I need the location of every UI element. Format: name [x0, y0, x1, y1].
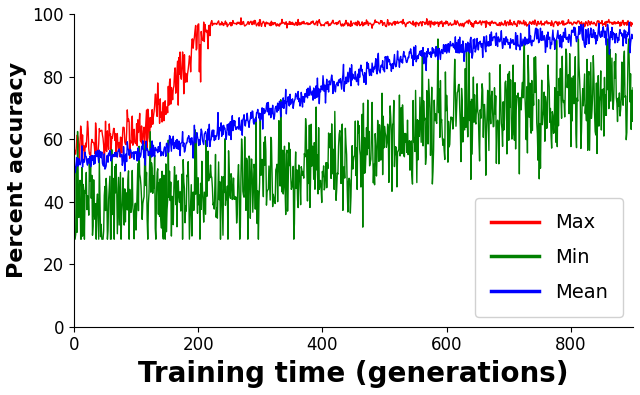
Mean [71, 170, 79, 175]
Mean [70, 156, 78, 160]
Line: Max: Max [74, 18, 633, 166]
Max [237, 15, 245, 20]
Max [493, 22, 500, 27]
Line: Mean: Mean [74, 22, 633, 173]
Max [217, 21, 225, 26]
Legend: Max, Min, Mean: Max, Min, Mean [475, 198, 623, 317]
Min [216, 179, 224, 184]
Mean [492, 43, 500, 48]
Min [132, 201, 140, 206]
Min [70, 237, 78, 242]
Max [310, 22, 318, 27]
Min [469, 117, 477, 121]
Max [70, 147, 78, 152]
Mean [469, 52, 477, 56]
Max [629, 22, 637, 27]
Min [309, 145, 317, 150]
Min [554, 144, 561, 149]
X-axis label: Training time (generations): Training time (generations) [138, 360, 569, 388]
Min [492, 94, 500, 98]
Min [629, 85, 637, 90]
Mean [217, 128, 225, 133]
Mean [554, 33, 561, 38]
Mean [625, 20, 633, 24]
Mean [132, 149, 140, 154]
Mean [629, 36, 637, 41]
Max [132, 141, 140, 146]
Line: Min: Min [74, 39, 633, 239]
Max [554, 23, 562, 28]
Min [434, 37, 442, 41]
Max [470, 25, 477, 30]
Mean [310, 86, 317, 90]
Max [100, 164, 108, 168]
Y-axis label: Percent accuracy: Percent accuracy [7, 62, 27, 278]
